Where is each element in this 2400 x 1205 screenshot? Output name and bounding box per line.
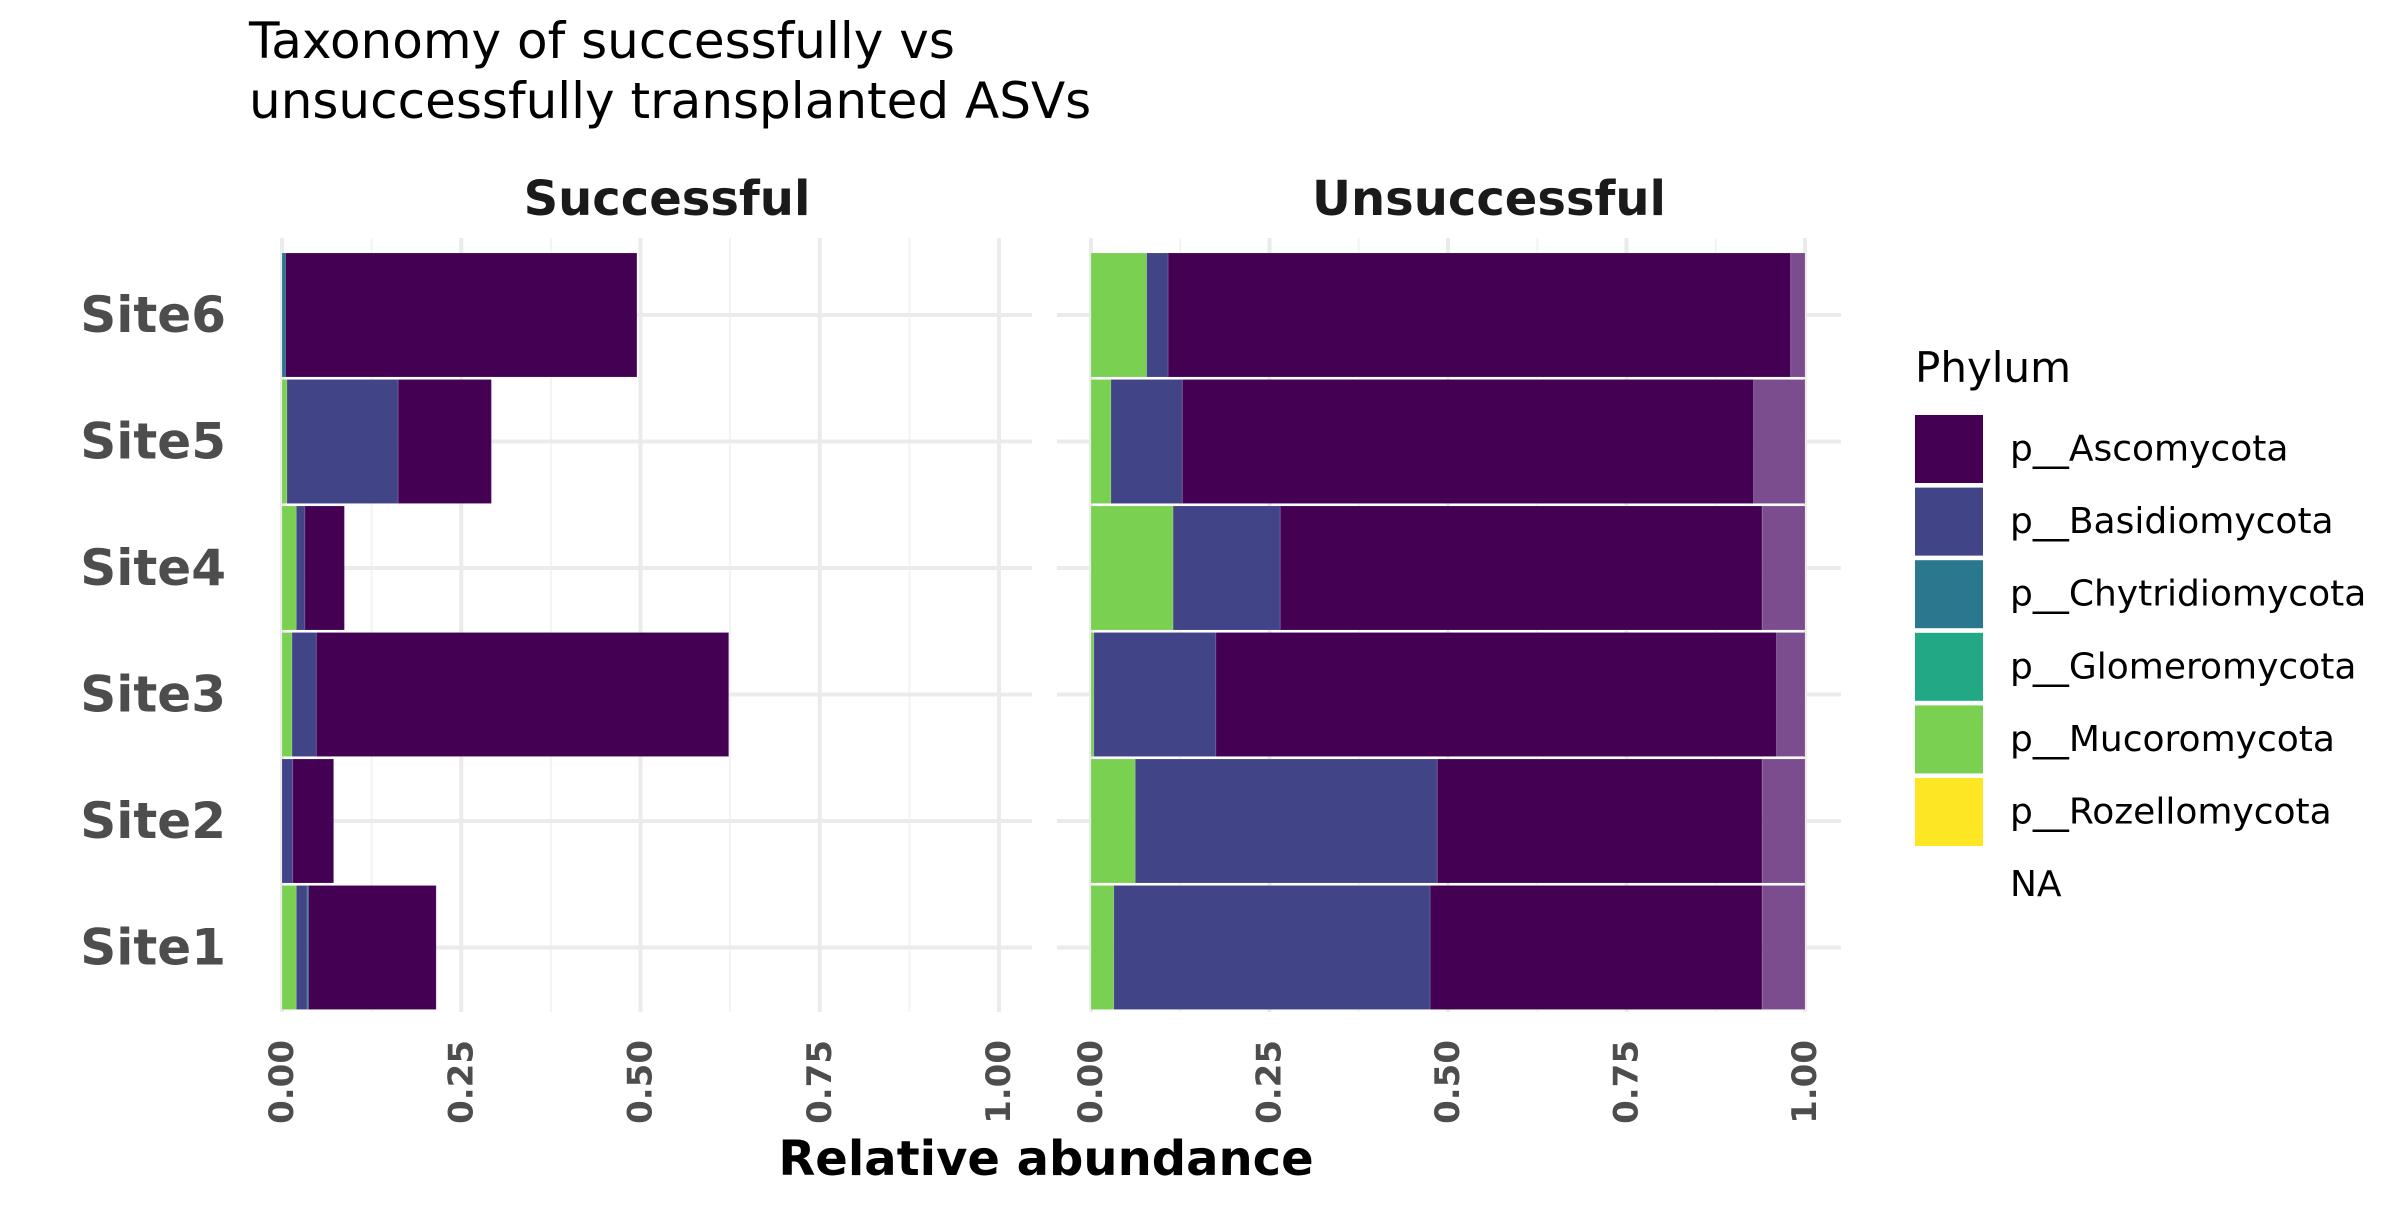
x-tick-label: 0.25 bbox=[441, 1040, 481, 1124]
bar-segment-p-ascomycota-site5 bbox=[397, 379, 492, 504]
legend-key-p-rozellomycota bbox=[1915, 778, 1983, 846]
chart-title-line: Taxonomy of successfully vs bbox=[248, 12, 955, 70]
bar-segment-p-basidiomycota-site5 bbox=[1110, 379, 1183, 504]
bar-segment-na-site2 bbox=[1761, 758, 1806, 884]
x-tick-label: 0.50 bbox=[621, 1040, 661, 1124]
bar-segment-p-mucoromycota-site3 bbox=[281, 632, 293, 757]
bar-segment-p-ascomycota-site6 bbox=[1167, 252, 1792, 378]
panel-title-unsuccessful: Unsuccessful bbox=[1312, 171, 1666, 227]
y-tick-label-site5: Site5 bbox=[80, 413, 226, 471]
y-tick-label-site2: Site2 bbox=[80, 792, 226, 850]
x-tick-label: 0.00 bbox=[1071, 1040, 1111, 1124]
bar-segment-p-mucoromycota-site4 bbox=[1090, 505, 1174, 631]
legend-label: p__Rozellomycota bbox=[2010, 792, 2332, 833]
legend-label: p__Chytridiomycota bbox=[2010, 574, 2366, 615]
bar-segment-p-basidiomycota-site3 bbox=[291, 632, 317, 757]
y-tick-label-site4: Site4 bbox=[80, 539, 226, 597]
bar-segment-p-mucoromycota-site1 bbox=[281, 885, 297, 1010]
legend-key-p-glomeromycota bbox=[1915, 632, 1983, 701]
bar-segment-na-site4 bbox=[1761, 505, 1806, 631]
legend-title: Phylum bbox=[1915, 343, 2071, 392]
bar-segment-p-ascomycota-site2 bbox=[1436, 758, 1763, 884]
bar-segment-p-chytridiomycota-site6 bbox=[281, 252, 287, 378]
legend-label: p__Glomeromycota bbox=[2010, 646, 2356, 687]
legend-key-p-mucoromycota bbox=[1915, 705, 1983, 774]
x-tick-label: 1.00 bbox=[979, 1040, 1019, 1124]
bar-segment-p-basidiomycota-site1 bbox=[295, 885, 308, 1010]
bar-segment-na-site3 bbox=[1775, 632, 1806, 757]
bar-segment-p-basidiomycota-site6 bbox=[1146, 252, 1169, 378]
x-tick-label: 0.50 bbox=[1428, 1040, 1468, 1124]
bar-segment-p-ascomycota-site2 bbox=[292, 758, 335, 884]
legend-label: NA bbox=[2010, 864, 2062, 905]
bar-segment-p-basidiomycota-site4 bbox=[295, 505, 306, 631]
x-tick-label: 0.25 bbox=[1250, 1040, 1290, 1124]
bar-segment-p-ascomycota-site1 bbox=[1429, 885, 1763, 1010]
legend-key-p-chytridiomycota bbox=[1915, 560, 1983, 629]
bar-segment-p-ascomycota-site5 bbox=[1181, 379, 1755, 504]
bar-segment-p-basidiomycota-site4 bbox=[1172, 505, 1281, 631]
legend-key-p-ascomycota bbox=[1915, 415, 1983, 483]
legend-key-p-basidiomycota bbox=[1915, 487, 1983, 556]
y-tick-label-site6: Site6 bbox=[80, 286, 226, 344]
bar-segment-p-mucoromycota-site2 bbox=[1090, 758, 1136, 884]
bar-segment-p-ascomycota-site3 bbox=[315, 632, 730, 757]
panel-title-successful: Successful bbox=[524, 171, 811, 227]
legend-label: p__Mucoromycota bbox=[2010, 719, 2335, 760]
x-tick-label: 1.00 bbox=[1785, 1040, 1825, 1124]
x-tick-label: 0.75 bbox=[1607, 1040, 1647, 1124]
bar-segment-p-ascomycota-site1 bbox=[308, 885, 437, 1010]
bar-segment-p-basidiomycota-site3 bbox=[1093, 632, 1217, 757]
bar-segment-p-ascomycota-site4 bbox=[304, 505, 345, 631]
bar-segment-na-site5 bbox=[1753, 379, 1806, 504]
x-tick-label: 0.75 bbox=[800, 1040, 840, 1124]
bar-segment-p-basidiomycota-site1 bbox=[1113, 885, 1431, 1010]
bar-segment-p-mucoromycota-site4 bbox=[281, 505, 297, 631]
legend-label: p__Ascomycota bbox=[2010, 429, 2288, 470]
bar-segment-p-mucoromycota-site5 bbox=[1090, 379, 1112, 504]
bar-segment-p-mucoromycota-site6 bbox=[1090, 252, 1148, 378]
x-axis-title: Relative abundance bbox=[778, 1131, 1313, 1187]
bar-segment-p-basidiomycota-site2 bbox=[1134, 758, 1438, 884]
bar-segment-na-site6 bbox=[1790, 252, 1806, 378]
bar-segment-p-basidiomycota-site2 bbox=[281, 758, 294, 884]
bar-segment-p-mucoromycota-site1 bbox=[1090, 885, 1115, 1010]
bar-segment-p-mucoromycota-site5 bbox=[281, 379, 288, 504]
y-tick-label-site3: Site3 bbox=[80, 666, 226, 724]
bar-segment-p-basidiomycota-site5 bbox=[286, 379, 399, 504]
bar-segment-p-ascomycota-site4 bbox=[1279, 505, 1763, 631]
y-tick-label-site1: Site1 bbox=[80, 919, 226, 977]
bar-segment-p-ascomycota-site6 bbox=[285, 252, 638, 378]
x-tick-label: 0.00 bbox=[262, 1040, 302, 1124]
legend-label: p__Basidiomycota bbox=[2010, 501, 2334, 542]
bar-segment-p-ascomycota-site3 bbox=[1215, 632, 1777, 757]
chart-title-line: unsuccessfully transplanted ASVs bbox=[249, 72, 1091, 130]
bar-segment-na-site1 bbox=[1761, 885, 1806, 1010]
